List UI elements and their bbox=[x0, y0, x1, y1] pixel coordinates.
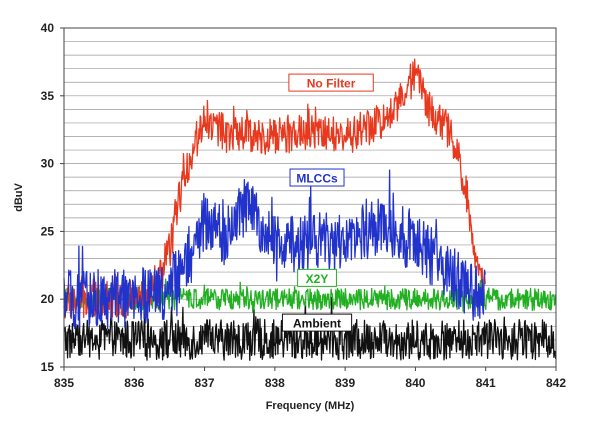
series-label-box bbox=[297, 268, 337, 287]
series-label-box bbox=[281, 313, 353, 332]
series-label-ambient: Ambient bbox=[281, 313, 353, 332]
series-label-text: Ambient bbox=[293, 317, 341, 331]
x-tick-label: 842 bbox=[546, 376, 566, 390]
x-tick-label: 835 bbox=[54, 376, 74, 390]
x-tick-label: 839 bbox=[335, 376, 355, 390]
y-axis-ticks: 15 20 25 30 35 40 bbox=[41, 21, 64, 374]
x-tick-label: 841 bbox=[476, 376, 496, 390]
series-label-box bbox=[288, 73, 374, 92]
x-axis-ticks: 835 836 837 838 839 840 841 842 bbox=[54, 367, 566, 390]
series-line-ambient bbox=[63, 296, 557, 361]
y-tick-label: 40 bbox=[41, 21, 55, 35]
series-label-mlccs: MLCCs bbox=[289, 168, 345, 187]
series-label-text: No Filter bbox=[307, 77, 356, 91]
series-line-mlccs bbox=[63, 169, 486, 330]
plot-frame bbox=[63, 27, 557, 368]
series-label-text: MLCCs bbox=[296, 172, 338, 186]
series-label-x2y: X2Y bbox=[297, 268, 337, 287]
x-axis-title: Frequency (MHz) bbox=[266, 400, 355, 412]
y-tick-label: 20 bbox=[41, 292, 55, 306]
series-layer bbox=[63, 58, 557, 361]
x-tick-label: 836 bbox=[124, 376, 144, 390]
x-tick-label: 837 bbox=[195, 376, 215, 390]
y-tick-label: 25 bbox=[41, 224, 55, 238]
y-axis-title: dBuV bbox=[13, 182, 25, 211]
y-tick-label: 30 bbox=[41, 157, 55, 171]
series-label-text: X2Y bbox=[306, 272, 329, 286]
x-tick-label: 840 bbox=[405, 376, 425, 390]
series-labels: No Filter MLCCs X2Y Ambient bbox=[281, 73, 374, 332]
y-tick-label: 35 bbox=[41, 89, 55, 103]
series-label-box bbox=[289, 168, 345, 187]
y-tick-label: 15 bbox=[41, 360, 55, 374]
series-label-no-filter: No Filter bbox=[288, 73, 374, 92]
x-tick-label: 838 bbox=[265, 376, 285, 390]
